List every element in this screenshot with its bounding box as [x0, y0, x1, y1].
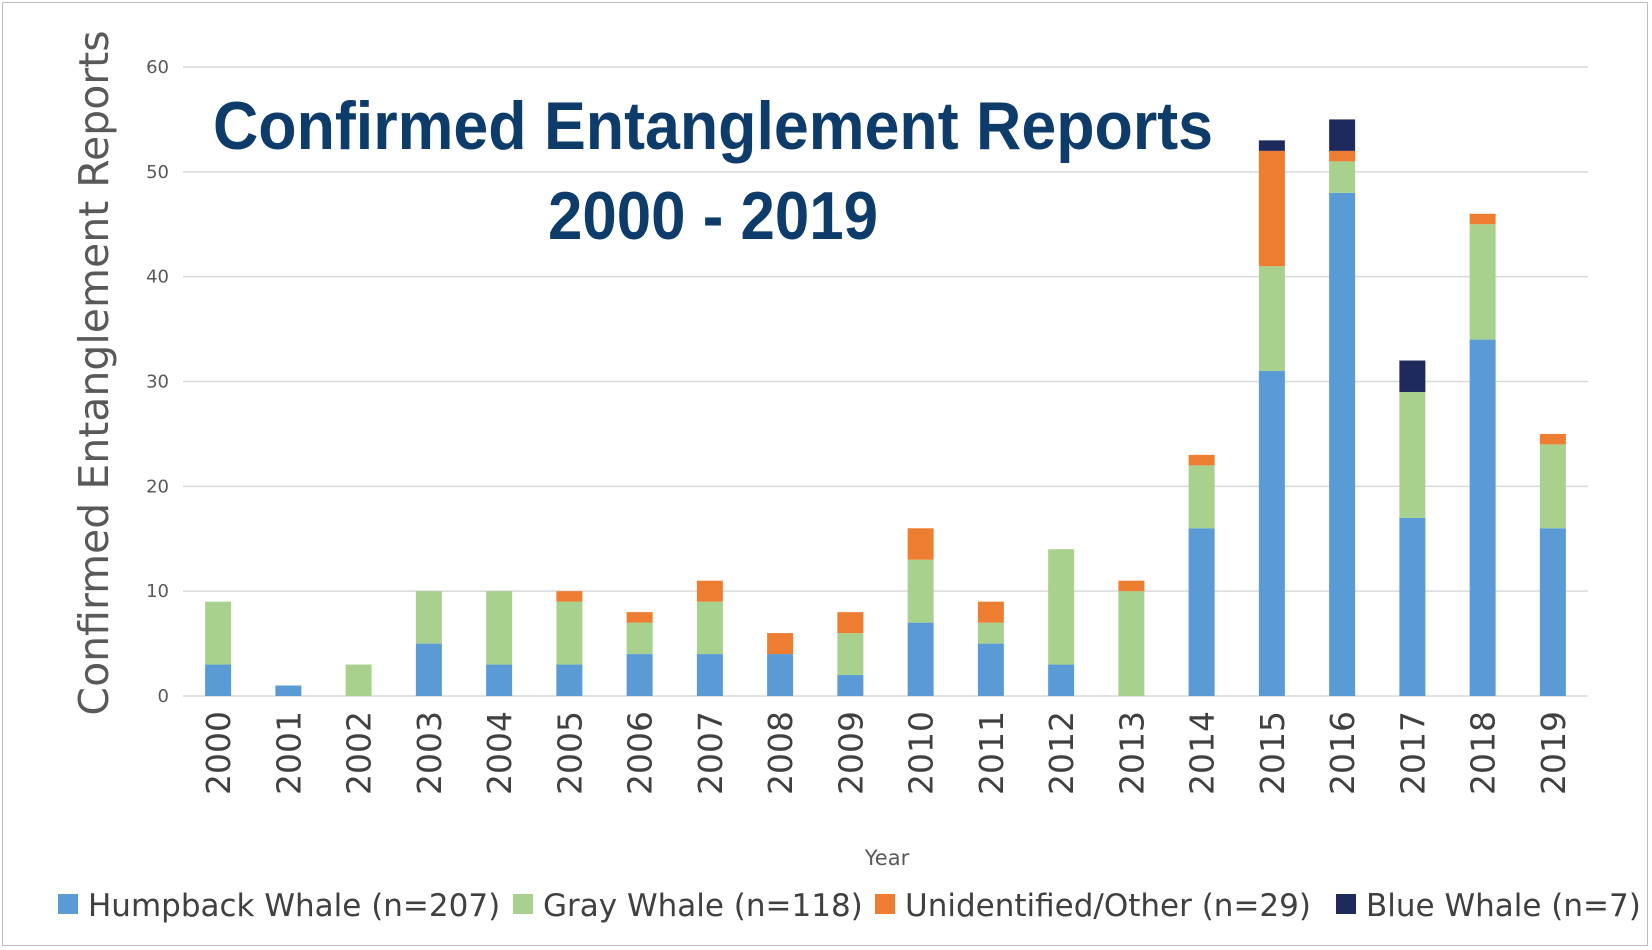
bar-segment [696, 580, 723, 602]
bar-segment [1188, 528, 1215, 696]
y-axis-label: Confirmed Entanglement Reports [70, 30, 118, 715]
y-tick-label: 20 [146, 476, 169, 497]
bars [205, 119, 1566, 697]
bar-segment [977, 643, 1004, 696]
chart-subtitle: 2000 - 2019 [548, 178, 878, 254]
bar-segment [837, 675, 864, 696]
bar-segment [1329, 119, 1356, 151]
bar-segment [1469, 224, 1496, 340]
x-tick-label: 2004 [480, 711, 519, 795]
legend-label: Unidentified/Other (n=29) [905, 888, 1311, 924]
x-tick-label: 2006 [621, 711, 660, 795]
bar-segment [486, 591, 513, 665]
bar-segment [1258, 140, 1285, 151]
x-tick-label: 2018 [1464, 711, 1503, 795]
x-tick-label: 2019 [1534, 711, 1573, 795]
legend-swatch [875, 894, 895, 914]
y-tick-label: 30 [146, 372, 169, 393]
x-tick-label: 2003 [410, 711, 449, 795]
bar-segment [345, 664, 372, 696]
y-tick-label: 40 [146, 267, 169, 288]
x-tick-label: 2015 [1253, 711, 1292, 795]
chart-title: Confirmed Entanglement Reports [213, 88, 1213, 164]
bar-segment [275, 685, 302, 696]
x-tick-label: 2008 [761, 711, 800, 795]
bar-segment [1539, 444, 1566, 529]
bar-segment [1469, 213, 1496, 225]
x-tick-label: 2016 [1323, 711, 1362, 795]
bar-segment [1329, 192, 1356, 697]
legend-label: Humpback Whale (n=207) [88, 888, 500, 924]
x-tick-label: 2007 [691, 711, 730, 795]
x-tick-label: 2013 [1112, 711, 1151, 795]
bar-segment [626, 612, 653, 623]
bar-segment [1258, 266, 1285, 372]
bar-segment [1399, 517, 1426, 696]
bar-segment [1399, 391, 1426, 518]
bar-segment [1469, 339, 1496, 696]
bar-segment [907, 622, 934, 696]
x-tick-label: 2014 [1183, 711, 1222, 795]
bar-segment [205, 601, 232, 665]
y-tick-label: 10 [146, 581, 169, 602]
x-tick-label: 2002 [340, 711, 379, 795]
x-tick-label: 2017 [1393, 711, 1432, 795]
bar-segment [1539, 528, 1566, 696]
bar-segment [977, 622, 1004, 644]
bar-segment [1118, 580, 1145, 592]
y-tick-labels: 0 10 20 30 40 50 60 [146, 57, 169, 707]
bar-segment [1539, 433, 1566, 445]
bar-segment [1048, 664, 1075, 696]
bar-segment [1258, 371, 1285, 696]
bar-segment [626, 622, 653, 655]
y-tick-label: 60 [146, 57, 169, 78]
bar-segment [1118, 591, 1145, 696]
y-tick-label: 0 [158, 686, 169, 707]
legend-label: Gray Whale (n=118) [543, 888, 863, 924]
bar-segment [415, 591, 442, 644]
bar-segment [907, 559, 934, 623]
bar-segment [1399, 360, 1426, 392]
x-tick-labels: 2000 2001 2002 2003 2004 2005 2006 2007 2008 2009… [199, 711, 1573, 795]
bar-segment [837, 612, 864, 634]
bar-segment [556, 591, 583, 602]
x-tick-label: 2012 [1042, 711, 1081, 795]
x-tick-label: 2001 [269, 711, 308, 795]
legend-swatch [58, 894, 78, 914]
bar-segment [907, 528, 934, 560]
bar-segment [1329, 161, 1356, 193]
legend-swatch [1336, 894, 1356, 914]
bar-segment [1188, 454, 1215, 466]
bar-segment [556, 601, 583, 665]
x-tick-label: 2009 [831, 711, 870, 795]
bar-segment [486, 664, 513, 696]
bar-segment [767, 633, 794, 655]
bar-segment [1048, 549, 1075, 665]
x-tick-label: 2005 [550, 711, 589, 795]
legend-swatch [513, 894, 533, 914]
y-tick-label: 50 [146, 162, 169, 183]
bar-segment [696, 654, 723, 696]
bar-segment [1258, 150, 1285, 267]
bar-segment [626, 654, 653, 696]
x-tick-label: 2010 [902, 711, 941, 795]
bar-segment [205, 664, 232, 696]
bar-segment [696, 601, 723, 655]
x-tick-label: 2000 [199, 711, 238, 795]
bar-segment [415, 643, 442, 696]
bar-segment [977, 601, 1004, 623]
bar-segment [1329, 150, 1356, 162]
x-tick-label: 2011 [972, 711, 1011, 795]
bar-segment [767, 654, 794, 696]
bar-segment [837, 633, 864, 676]
x-axis-label: Year [864, 846, 910, 870]
bar-segment [556, 664, 583, 696]
bar-segment [1188, 465, 1215, 529]
legend: Humpback Whale (n=207) Gray Whale (n=118)… [58, 888, 1641, 924]
legend-label: Blue Whale (n=7) [1366, 888, 1641, 924]
